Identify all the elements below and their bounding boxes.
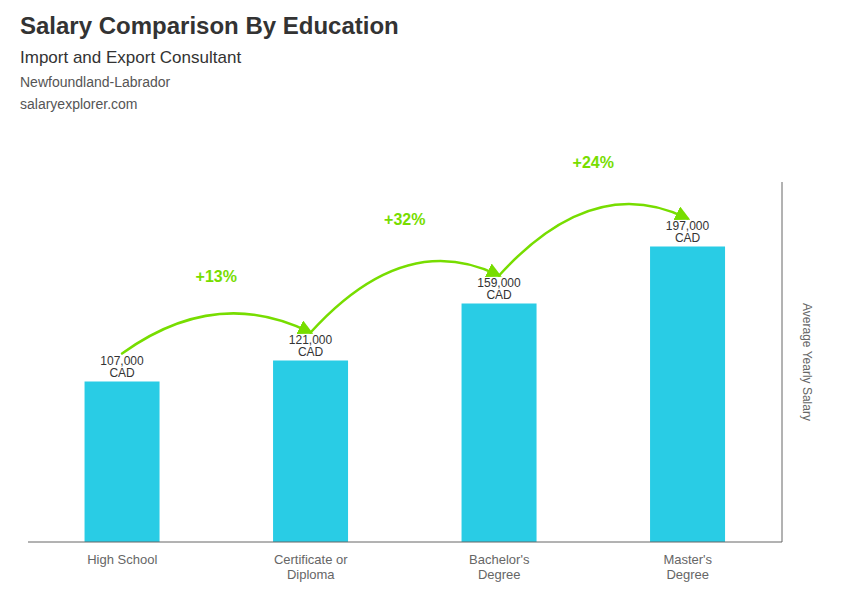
svg-text:High School: High School <box>87 552 157 567</box>
svg-text:159,000CAD: 159,000CAD <box>477 276 521 302</box>
html-text:Salary Comparison By Education: Salary Comparison By Education <box>20 12 399 39</box>
svg-text:Average Yearly Salary: Average Yearly Salary <box>800 303 814 421</box>
svg-text:+24%: +24% <box>573 154 614 171</box>
html-text:Import and Export Consultant: Import and Export Consultant <box>20 48 242 67</box>
svg-text:197,000CAD: 197,000CAD <box>666 219 710 245</box>
svg-text:107,000CAD: 107,000CAD <box>100 354 144 380</box>
svg-text:+13%: +13% <box>196 268 237 285</box>
html-text:salaryexplorer.com: salaryexplorer.com <box>20 96 138 112</box>
svg-text:Certificate orDiploma: Certificate orDiploma <box>274 552 348 582</box>
svg-text:Master'sDegree: Master'sDegree <box>663 552 712 582</box>
svg-text:+32%: +32% <box>384 211 425 228</box>
html-text:Newfoundland-Labrador: Newfoundland-Labrador <box>20 74 171 90</box>
svg-text:Bachelor'sDegree: Bachelor'sDegree <box>469 552 530 582</box>
svg-text:121,000CAD: 121,000CAD <box>289 333 333 359</box>
